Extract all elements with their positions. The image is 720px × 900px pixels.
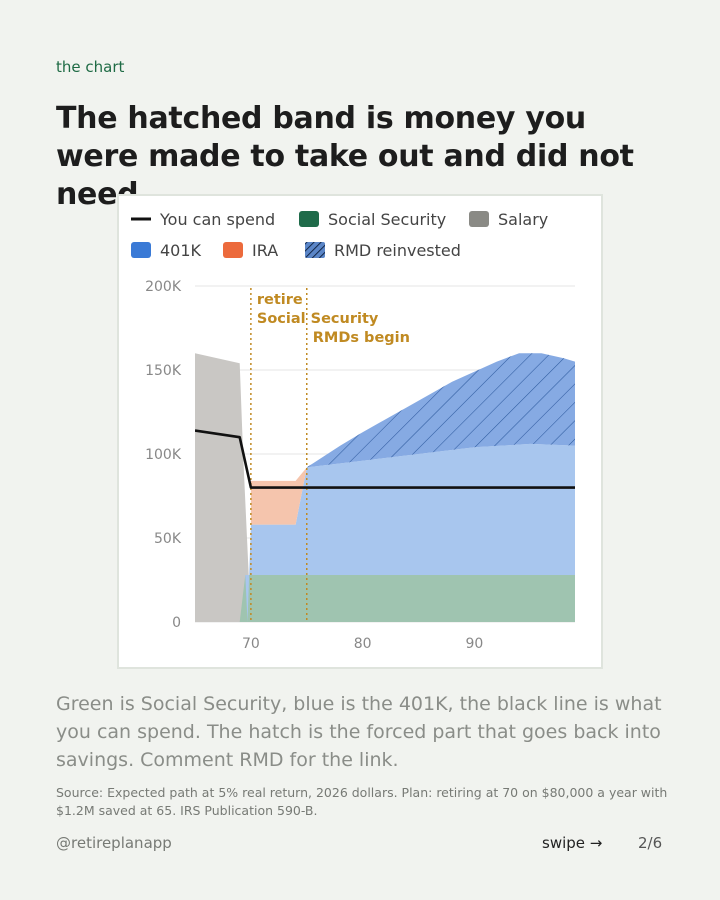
legend-label: IRA [252, 241, 278, 260]
y-tick-label: 100K [145, 447, 182, 463]
chart-svg: retire Social Security RMDs begin 0 50K 100K… [131, 210, 575, 652]
social-security-area [239, 575, 575, 622]
y-tick-label: 200K [145, 279, 182, 295]
y-tick-label: 0 [172, 615, 181, 631]
ira-area [250, 467, 307, 525]
chart-card: retire Social Security RMDs begin 0 50K 100K… [117, 194, 603, 669]
legend-label: You can spend [159, 210, 275, 229]
source-note: Source: Expected path at 5% real return,… [56, 785, 668, 818]
x-tick-label: 80 [354, 636, 372, 652]
legend-swatch [469, 211, 489, 227]
legend-label: Social Security [328, 210, 446, 229]
legend-label: Salary [498, 210, 548, 229]
body-text: Green is Social Security, blue is the 40… [56, 693, 662, 771]
x-tick-label: 70 [242, 636, 260, 652]
x-tick-label: 90 [465, 636, 483, 652]
legend-hatch-overlay [305, 242, 325, 258]
spend-line [195, 429, 575, 489]
salary-area [195, 353, 251, 622]
annotation-label: retire [257, 292, 303, 308]
y-tick-label: 50K [154, 531, 182, 547]
legend-swatch [223, 242, 243, 258]
legend-swatch [131, 242, 151, 258]
swipe-label: swipe [542, 834, 586, 852]
page-indicator: 2/6 [638, 834, 663, 852]
rmd-hatch [306, 353, 575, 468]
legend-label: 401K [160, 241, 202, 260]
headline: The hatched band is money you were made … [56, 101, 634, 212]
legend-swatch [299, 211, 319, 227]
arrow-right-icon: → [589, 834, 603, 852]
legend-label: RMD reinvested [334, 241, 461, 260]
swipe-hint[interactable]: swipe → [542, 834, 602, 852]
y-tick-label: 150K [145, 363, 182, 379]
annotation-label: RMDs begin [313, 330, 410, 346]
eyebrow-label: the chart [56, 58, 125, 76]
annotation-label: Social Security [257, 311, 379, 327]
account-handle: @retireplanapp [56, 834, 172, 852]
